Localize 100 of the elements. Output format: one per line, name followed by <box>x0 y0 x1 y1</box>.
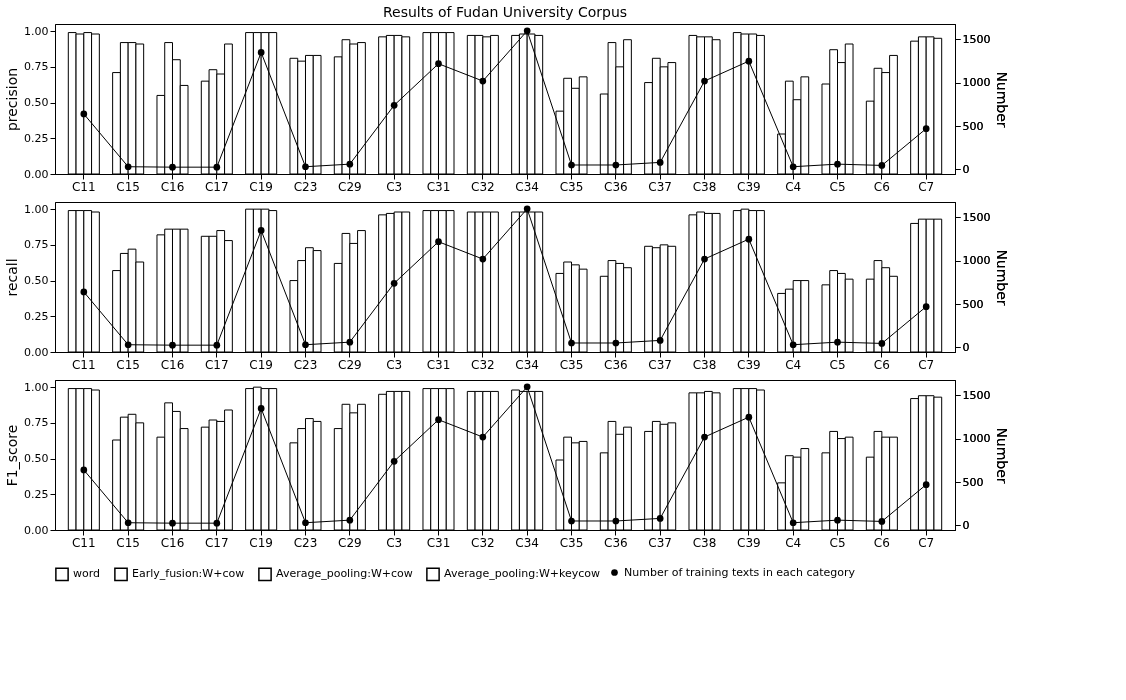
x-tick-label: C11 <box>71 179 96 194</box>
x-tick-label: C3 <box>386 535 403 550</box>
point <box>745 235 753 243</box>
x-tick-label: C35 <box>559 357 584 372</box>
x-tick-label: C23 <box>293 535 318 550</box>
x-tick-label: C16 <box>160 179 185 194</box>
x-tick-label: C4 <box>785 357 802 372</box>
y2-tick-label: 500 <box>962 119 984 133</box>
x-tick-label: C17 <box>204 357 229 372</box>
y-tick-label: 0.75 <box>24 60 49 74</box>
point <box>922 125 930 132</box>
y-tick-label: 1.00 <box>24 24 49 38</box>
x-tick-label: C38 <box>692 535 717 550</box>
x-tick-label: C7 <box>918 357 935 372</box>
point <box>124 163 132 171</box>
x-tick-label: C11 <box>71 357 96 372</box>
x-tick-label: C38 <box>692 179 717 194</box>
point <box>789 163 797 171</box>
y-tick-label: 0.25 <box>24 487 49 501</box>
x-tick-label: C39 <box>737 535 761 550</box>
x-tick-label: C11 <box>71 535 96 550</box>
x-tick-label: C32 <box>471 357 495 372</box>
x-tick-label: C37 <box>648 357 672 372</box>
x-tick-label: C16 <box>160 535 185 550</box>
point <box>701 255 708 263</box>
x-tick-label: C7 <box>918 179 935 194</box>
point <box>213 519 221 527</box>
y2-tick-label: 500 <box>962 475 984 489</box>
point <box>789 519 797 527</box>
x-tick-label: C3 <box>386 179 403 194</box>
point <box>523 27 531 35</box>
y-tick-label: 0.00 <box>24 167 49 181</box>
point <box>80 466 88 474</box>
point <box>878 518 886 525</box>
point <box>656 159 664 166</box>
x-tick-label: C34 <box>515 179 539 194</box>
x-tick-label: C7 <box>918 535 935 550</box>
chart-title: Results of Fudan University Corpus <box>382 4 628 20</box>
x-tick-label: C15 <box>116 535 140 550</box>
point <box>701 77 708 85</box>
y-tick-label: 0.50 <box>24 96 49 110</box>
point <box>479 255 487 263</box>
y2-tick-label: 1000 <box>962 76 991 90</box>
point <box>612 517 620 525</box>
point <box>701 433 708 441</box>
y-axis-title: recall <box>4 258 21 297</box>
y-tick-label: 1.00 <box>24 380 49 394</box>
x-tick-label: C31 <box>426 179 451 194</box>
x-tick-label: C19 <box>249 179 273 194</box>
y-axis-title: F1_score <box>4 424 21 487</box>
x-tick-label: C4 <box>785 535 802 550</box>
y-tick-label: 0.75 <box>24 416 49 430</box>
point <box>523 383 531 391</box>
x-tick-label: C6 <box>873 357 890 372</box>
x-tick-label: C15 <box>116 357 140 372</box>
legend-label: Number of training texts in each category <box>624 565 856 579</box>
x-tick-label: C15 <box>116 179 140 194</box>
y-tick-label: 1.00 <box>24 202 49 216</box>
point <box>169 163 176 171</box>
point <box>435 238 442 246</box>
point <box>789 341 797 349</box>
x-tick-label: C29 <box>338 535 362 550</box>
point <box>169 519 176 527</box>
point <box>302 519 309 527</box>
point <box>346 516 354 524</box>
y-tick-label: 0.00 <box>24 523 49 537</box>
y2-tick-label: 500 <box>962 297 984 311</box>
legend-label: word <box>73 567 101 581</box>
x-tick-label: C23 <box>293 179 318 194</box>
x-tick-label: C36 <box>604 357 628 372</box>
x-tick-label: C37 <box>648 535 672 550</box>
y2-axis-title: Number <box>994 71 1011 128</box>
point <box>213 341 221 349</box>
point <box>479 433 487 441</box>
x-tick-label: C34 <box>515 357 539 372</box>
y-tick-label: 0.50 <box>24 274 49 288</box>
point <box>479 77 487 85</box>
x-tick-label: C29 <box>338 357 362 372</box>
point <box>390 279 398 287</box>
y-tick-label: 0.50 <box>24 452 49 466</box>
point <box>568 517 575 525</box>
x-tick-label: C23 <box>293 357 318 372</box>
x-tick-label: C36 <box>604 179 628 194</box>
x-tick-label: C5 <box>829 535 846 550</box>
point <box>435 60 442 68</box>
x-tick-label: C6 <box>873 535 890 550</box>
y2-tick-label: 0 <box>962 162 970 176</box>
point <box>612 161 620 169</box>
y2-tick-label: 0 <box>962 340 970 354</box>
point <box>922 303 930 310</box>
x-tick-label: C31 <box>426 535 451 550</box>
y2-tick-label: 0 <box>962 518 970 532</box>
point <box>346 338 354 346</box>
point <box>834 160 841 168</box>
x-tick-label: C37 <box>648 179 672 194</box>
point <box>878 340 886 347</box>
x-tick-label: C19 <box>249 535 273 550</box>
x-tick-label: C39 <box>737 357 761 372</box>
point <box>80 110 88 118</box>
x-tick-label: C36 <box>604 535 628 550</box>
